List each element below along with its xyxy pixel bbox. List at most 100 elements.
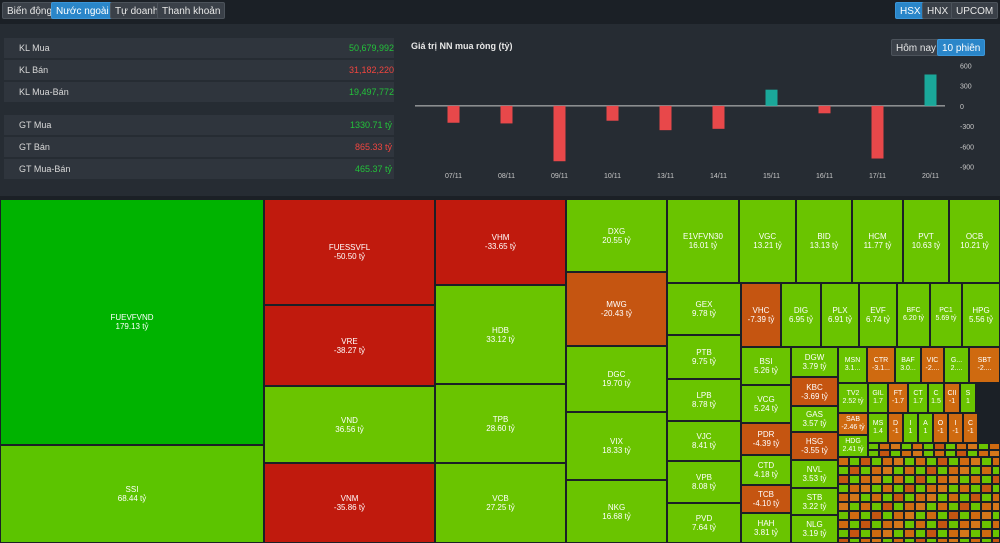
- treemap-cell[interactable]: VIC -2....: [921, 347, 944, 383]
- treemap-minor-cell[interactable]: [838, 529, 849, 538]
- treemap-cell[interactable]: VCB 27.25 tỷ: [435, 463, 566, 543]
- treemap-cell[interactable]: FT -1.7: [888, 383, 908, 413]
- treemap-minor-cell[interactable]: [871, 511, 882, 520]
- treemap-minor-cell[interactable]: [838, 484, 849, 493]
- bar[interactable]: [659, 105, 672, 131]
- treemap-minor-cell[interactable]: [992, 484, 1000, 493]
- treemap-cell[interactable]: VCG 5.24 tỷ: [741, 385, 791, 423]
- treemap-minor-cell[interactable]: [871, 520, 882, 529]
- treemap-minor-cell[interactable]: [937, 493, 948, 502]
- treemap-cell[interactable]: FUESSVFL -50.50 tỷ: [264, 199, 435, 305]
- treemap-minor-cell[interactable]: [915, 493, 926, 502]
- bar[interactable]: [606, 105, 619, 121]
- treemap-minor-cell[interactable]: [989, 450, 1000, 457]
- treemap-minor-cell[interactable]: [926, 475, 937, 484]
- treemap-minor-cell[interactable]: [904, 520, 915, 529]
- treemap-minor-cell[interactable]: [893, 475, 904, 484]
- treemap-minor-cell[interactable]: [948, 538, 959, 543]
- tab-bien-dong[interactable]: Biến động: [2, 2, 58, 19]
- treemap-minor-cell[interactable]: [959, 502, 970, 511]
- treemap-minor-cell[interactable]: [915, 457, 926, 466]
- treemap-cell[interactable]: HPG 5.56 tỷ: [962, 283, 1000, 347]
- treemap-minor-cell[interactable]: [882, 502, 893, 511]
- treemap-minor-cell[interactable]: [860, 484, 871, 493]
- treemap-minor-cell[interactable]: [959, 493, 970, 502]
- treemap-minor-cell[interactable]: [893, 511, 904, 520]
- treemap-minor-cell[interactable]: [981, 511, 992, 520]
- treemap-minor-cell[interactable]: [926, 511, 937, 520]
- treemap-cell[interactable]: TPB 28.60 tỷ: [435, 384, 566, 463]
- treemap-minor-cell[interactable]: [981, 466, 992, 475]
- treemap-minor-cell[interactable]: [937, 484, 948, 493]
- toggle-10-sessions[interactable]: 10 phiên: [937, 39, 986, 56]
- bar[interactable]: [447, 105, 460, 123]
- treemap-minor-cell[interactable]: [849, 466, 860, 475]
- treemap-minor-cell[interactable]: [945, 450, 956, 457]
- treemap-minor-cell[interactable]: [926, 466, 937, 475]
- treemap-minor-cell[interactable]: [926, 484, 937, 493]
- treemap-minor-cell[interactable]: [970, 502, 981, 511]
- bar[interactable]: [712, 105, 725, 129]
- treemap-minor-cell[interactable]: [970, 538, 981, 543]
- treemap-minor-cell[interactable]: [970, 475, 981, 484]
- treemap-minor-cell[interactable]: [882, 484, 893, 493]
- treemap-minor-cell[interactable]: [926, 502, 937, 511]
- treemap-cell[interactable]: PVT 10.63 tỷ: [903, 199, 949, 283]
- treemap-minor-cell[interactable]: [893, 466, 904, 475]
- treemap-cell[interactable]: C 1.5: [928, 383, 944, 413]
- treemap-minor-cell[interactable]: [849, 457, 860, 466]
- treemap-minor-cell[interactable]: [860, 502, 871, 511]
- treemap-minor-cell[interactable]: [992, 538, 1000, 543]
- treemap-minor-cell[interactable]: [989, 443, 1000, 450]
- treemap-minor-cell[interactable]: [904, 511, 915, 520]
- treemap-cell[interactable]: HDG 2.41 tỷ: [838, 435, 868, 457]
- treemap-cell[interactable]: VRE -38.27 tỷ: [264, 305, 435, 386]
- treemap-minor-cell[interactable]: [882, 538, 893, 543]
- treemap-minor-cell[interactable]: [937, 529, 948, 538]
- treemap-minor-cell[interactable]: [926, 538, 937, 543]
- treemap-minor-cell[interactable]: [904, 457, 915, 466]
- treemap-minor-cell[interactable]: [937, 538, 948, 543]
- treemap-cell[interactable]: VIX 18.33 tỷ: [566, 412, 667, 480]
- treemap-minor-cell[interactable]: [860, 538, 871, 543]
- treemap-minor-cell[interactable]: [956, 450, 967, 457]
- treemap-minor-cell[interactable]: [904, 493, 915, 502]
- treemap-cell[interactable]: NKG 16.68 tỷ: [566, 480, 667, 543]
- treemap-cell[interactable]: CT 1.7: [908, 383, 928, 413]
- treemap-minor-cell[interactable]: [992, 475, 1000, 484]
- treemap-minor-cell[interactable]: [849, 538, 860, 543]
- treemap-minor-cell[interactable]: [871, 538, 882, 543]
- treemap-minor-cell[interactable]: [868, 443, 879, 450]
- treemap-minor-cell[interactable]: [904, 502, 915, 511]
- treemap-minor-cell[interactable]: [912, 443, 923, 450]
- treemap-cell[interactable]: DGW 3.79 tỷ: [791, 347, 838, 377]
- treemap-minor-cell[interactable]: [868, 450, 879, 457]
- treemap-minor-cell[interactable]: [923, 450, 934, 457]
- treemap-minor-cell[interactable]: [838, 520, 849, 529]
- treemap-minor-cell[interactable]: [849, 511, 860, 520]
- treemap-minor-cell[interactable]: [959, 457, 970, 466]
- treemap-cell[interactable]: G... 2....: [944, 347, 969, 383]
- treemap-cell[interactable]: VNM -35.86 tỷ: [264, 463, 435, 543]
- treemap-cell[interactable]: BSI 5.26 tỷ: [741, 347, 791, 385]
- bar[interactable]: [871, 105, 884, 159]
- treemap-minor-cell[interactable]: [915, 520, 926, 529]
- treemap-minor-cell[interactable]: [948, 529, 959, 538]
- exchange-hsx[interactable]: HSX: [895, 2, 926, 19]
- treemap-minor-cell[interactable]: [838, 493, 849, 502]
- treemap-minor-cell[interactable]: [893, 520, 904, 529]
- treemap-cell[interactable]: VHM -33.65 tỷ: [435, 199, 566, 285]
- treemap-minor-cell[interactable]: [978, 443, 989, 450]
- treemap-minor-cell[interactable]: [871, 493, 882, 502]
- treemap-minor-cell[interactable]: [981, 538, 992, 543]
- treemap-minor-cell[interactable]: [912, 450, 923, 457]
- treemap-minor-cell[interactable]: [882, 457, 893, 466]
- treemap-minor-cell[interactable]: [948, 493, 959, 502]
- treemap-minor-cell[interactable]: [904, 538, 915, 543]
- treemap-minor-cell[interactable]: [893, 493, 904, 502]
- treemap-minor-cell[interactable]: [893, 529, 904, 538]
- treemap-cell[interactable]: D -1: [888, 413, 903, 443]
- bar[interactable]: [553, 105, 566, 162]
